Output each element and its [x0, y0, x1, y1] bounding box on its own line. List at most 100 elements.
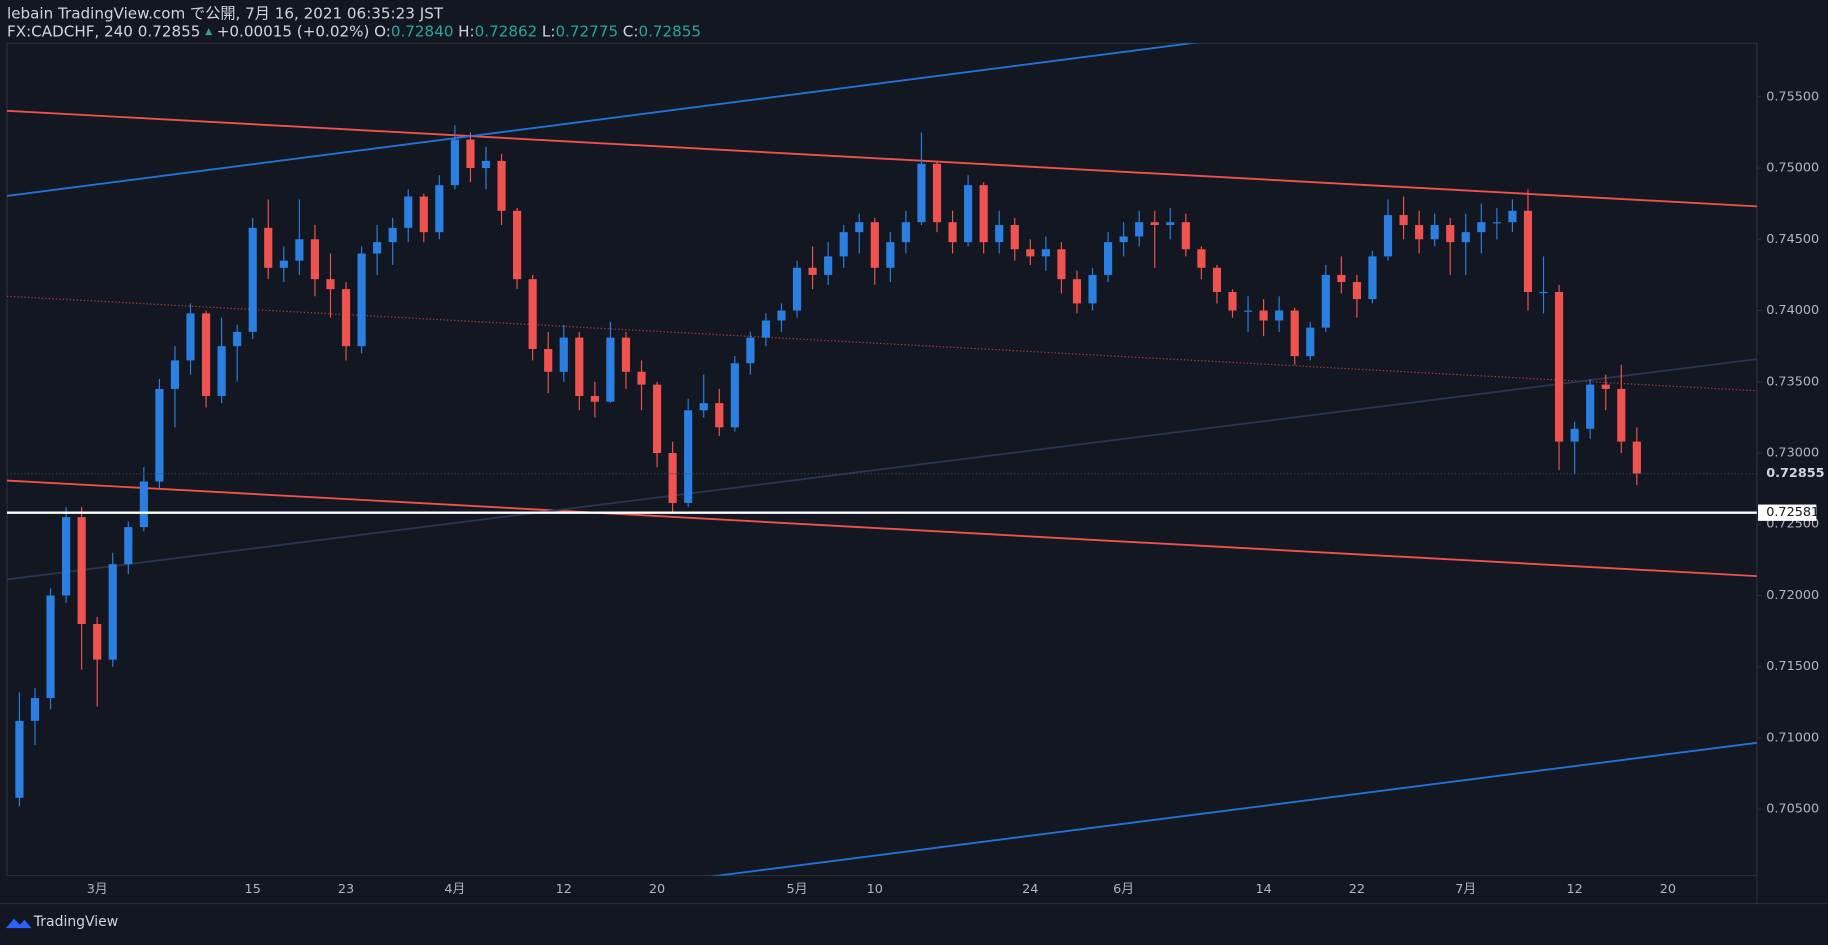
price-label-bg: [1758, 504, 1817, 521]
candle-body: [699, 403, 708, 411]
candle-body: [544, 348, 553, 372]
y-tick-label: 0.74000: [1766, 303, 1819, 318]
candle-body: [575, 337, 584, 397]
candle-body: [295, 239, 304, 261]
candle-body: [326, 279, 335, 290]
ohlc-label: H:: [458, 22, 474, 40]
candle-body: [637, 371, 646, 385]
candle-body: [1197, 249, 1206, 268]
y-tick-label: 0.71500: [1766, 659, 1819, 674]
price-label: 0.72581: [1766, 505, 1819, 520]
candle-body: [1228, 292, 1237, 311]
trendline: [710, 741, 1757, 876]
candle-body: [1072, 279, 1082, 304]
candle-body: [1461, 232, 1470, 243]
candle-body: [792, 267, 802, 311]
candle-body: [1259, 310, 1268, 321]
candle-body: [777, 310, 786, 321]
y-tick-label: 0.75000: [1766, 161, 1819, 176]
candle-body: [606, 337, 615, 402]
candle-body: [1088, 274, 1097, 304]
candle-body: [1212, 267, 1222, 293]
y-tick-label: 0.74500: [1766, 232, 1819, 247]
candle-body: [932, 163, 942, 223]
candle-body: [746, 337, 755, 364]
candle-body: [590, 396, 599, 402]
candle-body: [481, 160, 491, 169]
candle-body: [668, 453, 677, 503]
candle-body: [388, 227, 397, 243]
candle-body: [1586, 384, 1595, 429]
candle-body: [855, 222, 864, 233]
candle-body: [93, 623, 102, 660]
x-tick-label: 20: [649, 882, 665, 897]
candle-body: [1290, 310, 1299, 357]
logo: [5, 918, 32, 929]
x-tick-label: 24: [1022, 882, 1038, 897]
candle-body: [1352, 282, 1361, 300]
candle-body: [310, 239, 320, 280]
candle-body: [684, 410, 693, 503]
ohlc-value: 0.72855: [638, 22, 701, 40]
trendline: [6, 43, 1199, 197]
candle-body: [233, 331, 242, 347]
header-quote: FX:CADCHF, 240 0.72855 +0.00015 (+0.02%) O…: [7, 22, 701, 40]
ohlc-value: 0.72775: [555, 22, 618, 40]
candle-body: [1275, 310, 1284, 321]
candle-body: [186, 313, 195, 361]
x-tick-label: 23: [338, 882, 354, 897]
candle-body: [730, 363, 739, 428]
candle-body: [901, 222, 910, 243]
plot: [6, 43, 1757, 876]
candle-body: [1555, 292, 1564, 442]
candle-body: [513, 210, 522, 280]
x-tick-label: 12: [556, 882, 572, 897]
candle-body: [1399, 215, 1408, 226]
candle-body: [1306, 327, 1315, 357]
candle-body: [1477, 222, 1486, 233]
trendline: [6, 479, 1757, 578]
candle-body: [62, 517, 71, 596]
candle-body: [1010, 225, 1019, 250]
candle-body: [1119, 236, 1128, 243]
candle-body: [404, 196, 413, 228]
y-tick-label: 0.73000: [1766, 446, 1819, 461]
candle-body: [824, 256, 833, 275]
candle-body: [1601, 384, 1610, 389]
candle-body: [1181, 222, 1190, 250]
candle-body: [1243, 310, 1253, 312]
brand: TradingView: [33, 914, 118, 930]
candle-body: [652, 384, 662, 454]
candle-body: [139, 481, 148, 528]
up-arrow: [205, 28, 213, 36]
candle-body: [1057, 249, 1066, 280]
candle-body: [108, 564, 117, 660]
axes: 0.705000.710000.715000.720000.725000.730…: [87, 89, 1825, 897]
candle-body: [886, 242, 895, 268]
candle-body: [1321, 274, 1330, 328]
candle-body: [1523, 210, 1533, 293]
candle-body: [1617, 388, 1626, 442]
price-label-bg: [1758, 465, 1817, 482]
x-tick-label: 7月: [1455, 882, 1476, 897]
candle-body: [264, 227, 273, 268]
ohlc-label: O:: [374, 22, 391, 40]
y-tick-label: 0.73500: [1766, 374, 1819, 389]
candle-body: [1041, 249, 1050, 257]
x-tick-label: 4月: [444, 882, 465, 897]
x-tick-label: 15: [245, 882, 261, 897]
candle-body: [1570, 428, 1579, 442]
candle-body: [979, 185, 988, 243]
trendline: [6, 109, 1757, 208]
x-tick-label: 14: [1255, 882, 1271, 897]
header-title: lebain TradingView.com で公開, 7月 16, 2021 …: [7, 5, 444, 23]
candle-body: [1135, 222, 1144, 237]
candle-body: [15, 720, 24, 798]
candle-body: [450, 139, 459, 186]
candle-body: [1337, 274, 1346, 283]
candle-body: [621, 337, 631, 372]
candle-body: [30, 698, 40, 721]
candle-body: [373, 242, 382, 254]
x-tick-label: 12: [1566, 882, 1582, 897]
candle-body: [1166, 222, 1175, 226]
